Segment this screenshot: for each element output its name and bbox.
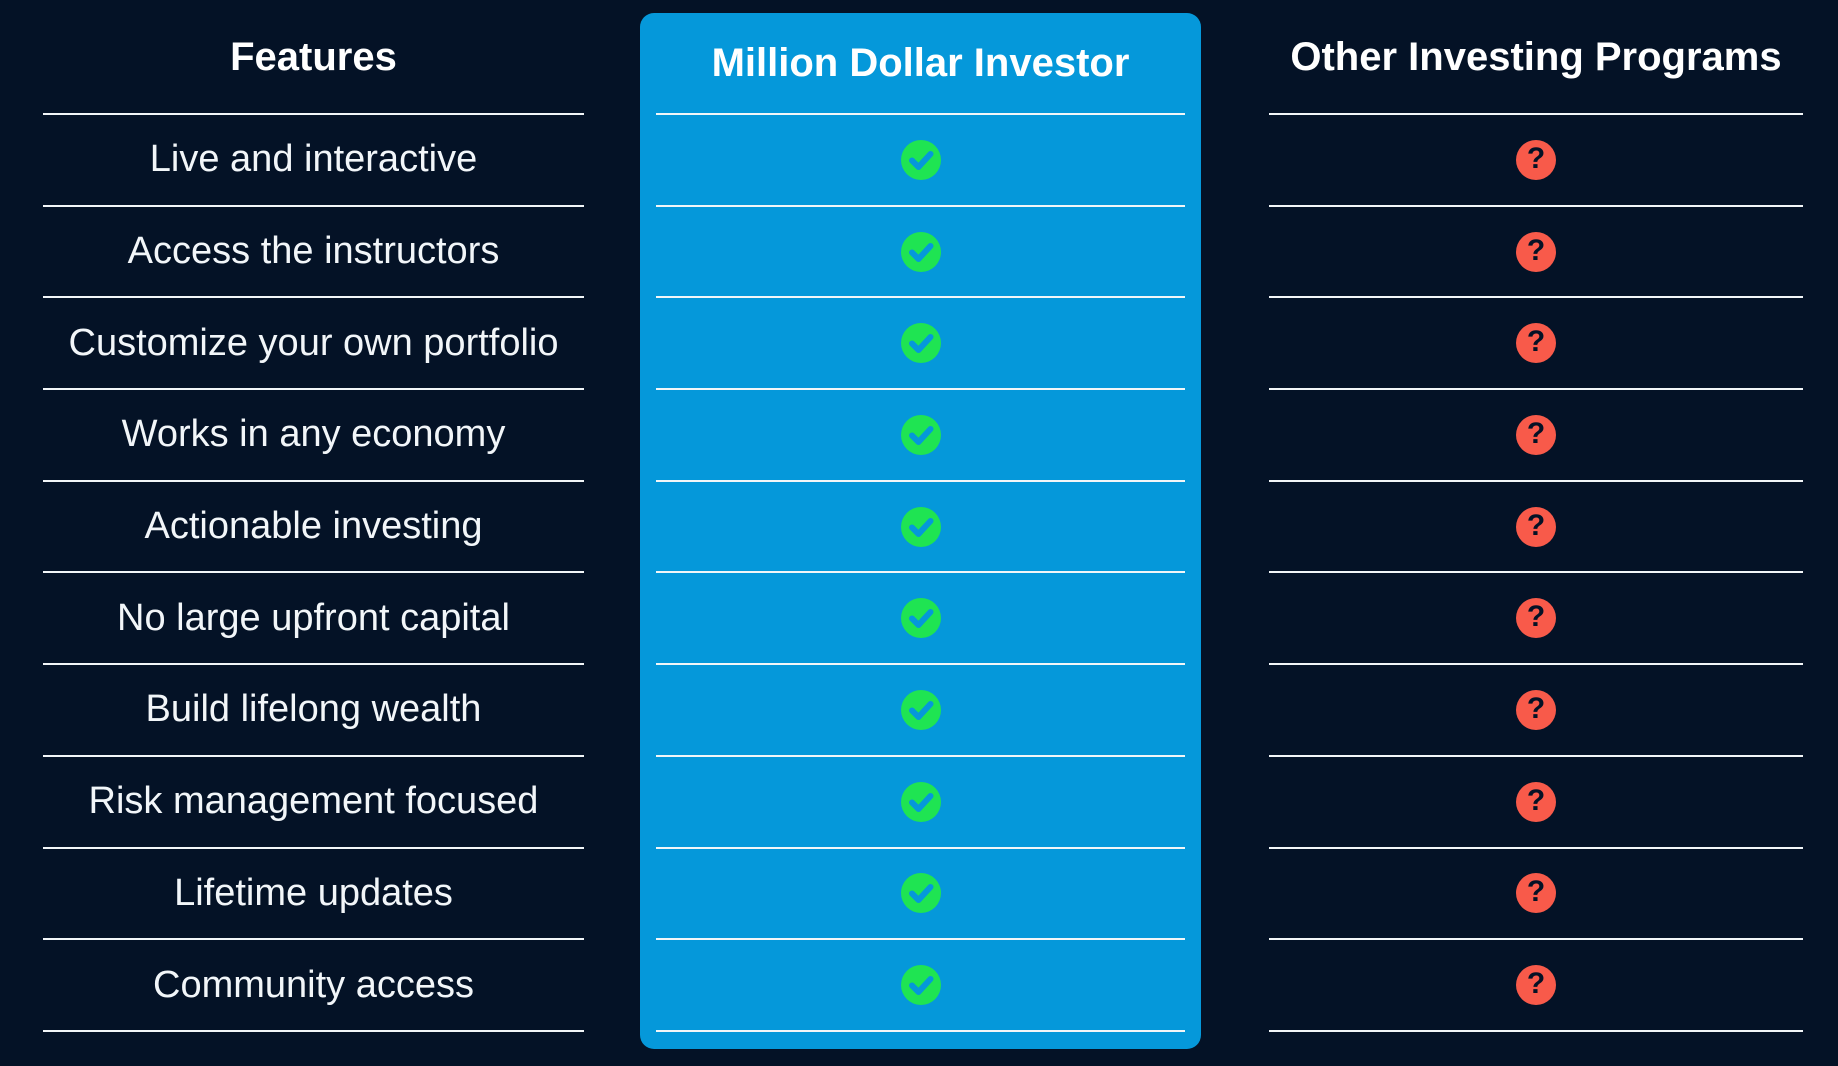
product-check-cell bbox=[656, 115, 1185, 207]
product-check-cell bbox=[656, 849, 1185, 941]
others-question-cell: ? bbox=[1269, 757, 1803, 849]
question-circle-icon: ? bbox=[1516, 323, 1556, 364]
check-circle-icon bbox=[900, 781, 941, 822]
feature-row: Customize your own portfolio bbox=[43, 298, 584, 391]
others-question-cell: ? bbox=[1269, 298, 1803, 391]
feature-label: Risk management focused bbox=[88, 780, 539, 823]
product-check-cell bbox=[656, 665, 1185, 757]
feature-row: Community access bbox=[43, 940, 584, 1032]
product-check-cell bbox=[656, 298, 1185, 391]
feature-label: Access the instructors bbox=[127, 230, 500, 273]
product-check-cell bbox=[656, 207, 1185, 299]
product-check-cell bbox=[656, 573, 1185, 666]
feature-row: Build lifelong wealth bbox=[43, 665, 584, 757]
feature-label: Live and interactive bbox=[149, 138, 478, 181]
question-circle-icon: ? bbox=[1516, 598, 1556, 639]
question-circle-icon: ? bbox=[1516, 231, 1556, 272]
check-circle-icon bbox=[900, 139, 941, 180]
feature-row: No large upfront capital bbox=[43, 573, 584, 666]
feature-row: Works in any economy bbox=[43, 390, 584, 482]
features-column: Features Live and interactive Access the … bbox=[43, 0, 584, 1032]
product-rows bbox=[656, 115, 1185, 1032]
question-circle-icon: ? bbox=[1516, 689, 1556, 730]
others-question-cell: ? bbox=[1269, 115, 1803, 207]
question-circle-icon: ? bbox=[1516, 506, 1556, 547]
product-check-cell bbox=[656, 940, 1185, 1032]
others-column-header: Other Investing Programs bbox=[1269, 0, 1803, 115]
million-dollar-investor-column: Million Dollar Investor bbox=[640, 13, 1201, 1049]
feature-row: Lifetime updates bbox=[43, 849, 584, 941]
product-column-header: Million Dollar Investor bbox=[656, 13, 1185, 115]
others-rows: ?????????? bbox=[1269, 115, 1803, 1032]
question-circle-icon: ? bbox=[1516, 781, 1556, 822]
feature-label: Actionable investing bbox=[144, 505, 483, 548]
feature-label: Lifetime updates bbox=[174, 871, 453, 914]
question-circle-icon: ? bbox=[1516, 139, 1556, 180]
others-question-cell: ? bbox=[1269, 940, 1803, 1032]
product-check-cell bbox=[656, 757, 1185, 849]
check-circle-icon bbox=[900, 414, 941, 455]
product-check-cell bbox=[656, 482, 1185, 574]
check-circle-icon bbox=[900, 506, 941, 547]
feature-label: Build lifelong wealth bbox=[145, 688, 482, 731]
feature-row: Access the instructors bbox=[43, 207, 584, 299]
features-rows: Live and interactive Access the instructo… bbox=[43, 115, 584, 1032]
feature-label: Works in any economy bbox=[121, 413, 506, 456]
check-circle-icon bbox=[900, 598, 941, 639]
feature-row: Actionable investing bbox=[43, 482, 584, 574]
others-question-cell: ? bbox=[1269, 573, 1803, 666]
feature-row: Risk management focused bbox=[43, 757, 584, 849]
check-circle-icon bbox=[900, 323, 941, 364]
feature-label: Customize your own portfolio bbox=[68, 321, 559, 364]
check-circle-icon bbox=[900, 965, 941, 1006]
others-question-cell: ? bbox=[1269, 665, 1803, 757]
product-check-cell bbox=[656, 390, 1185, 482]
feature-label: Community access bbox=[153, 963, 474, 1006]
features-column-header: Features bbox=[43, 0, 584, 115]
others-question-cell: ? bbox=[1269, 390, 1803, 482]
question-circle-icon: ? bbox=[1516, 414, 1556, 455]
question-circle-icon: ? bbox=[1516, 965, 1556, 1006]
feature-label: No large upfront capital bbox=[117, 596, 510, 639]
check-circle-icon bbox=[900, 873, 941, 914]
others-question-cell: ? bbox=[1269, 207, 1803, 299]
question-circle-icon: ? bbox=[1516, 873, 1556, 914]
check-circle-icon bbox=[900, 231, 941, 272]
others-question-cell: ? bbox=[1269, 849, 1803, 941]
check-circle-icon bbox=[900, 689, 941, 730]
others-question-cell: ? bbox=[1269, 482, 1803, 574]
other-programs-column: Other Investing Programs ?????????? bbox=[1269, 0, 1803, 1032]
feature-row: Live and interactive bbox=[43, 115, 584, 207]
